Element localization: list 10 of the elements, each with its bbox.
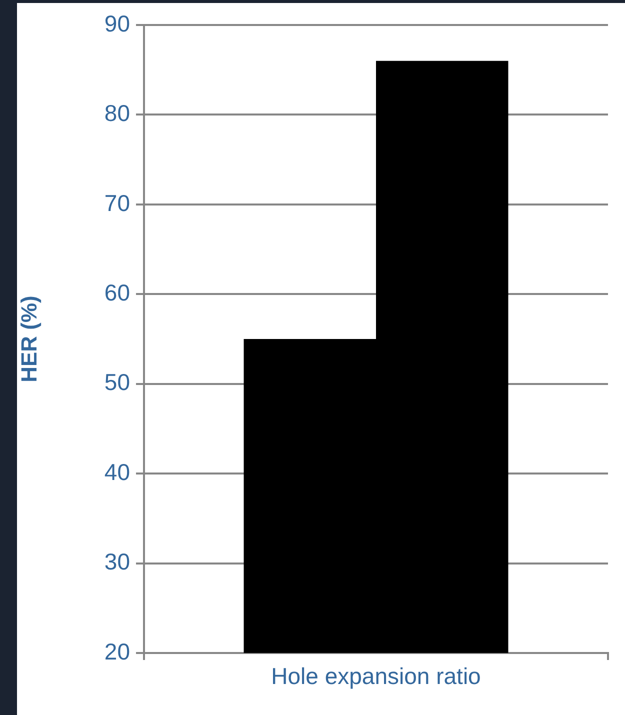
- y-tick-label: 30: [104, 548, 130, 575]
- y-tick-label: 80: [104, 100, 130, 126]
- y-tick-label: 20: [104, 638, 130, 664]
- y-tick-label: 60: [104, 279, 130, 306]
- y-tick-label: 40: [104, 458, 130, 485]
- y-axis-title: HER (%): [16, 296, 42, 382]
- y-tick-label: 90: [104, 10, 130, 36]
- y-tick-label: 70: [104, 190, 130, 216]
- y-tick-label: 50: [104, 369, 130, 396]
- x-tick-label: Hole expansion ratio: [271, 663, 481, 690]
